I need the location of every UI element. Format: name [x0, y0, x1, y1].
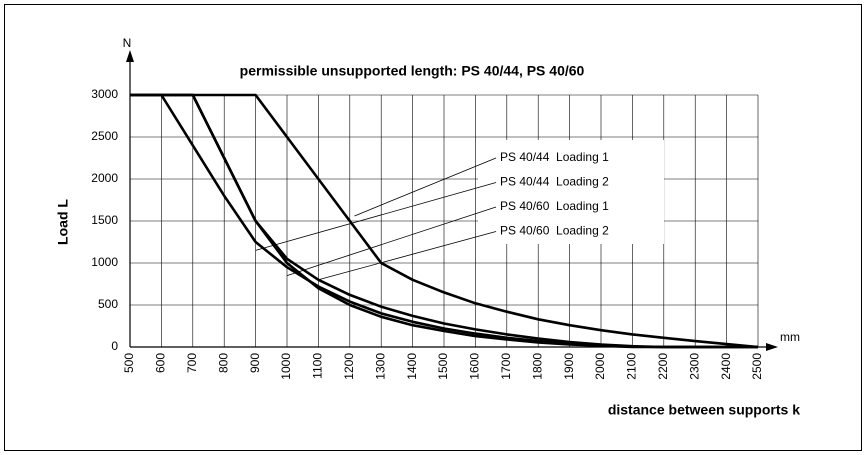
y-tick-label: 1500: [91, 213, 118, 227]
legend-label: PS 40/60 Loading 1: [500, 199, 609, 213]
x-unit: mm: [780, 330, 800, 344]
leader-line: [286, 206, 497, 276]
legend-label: PS 40/60 Loading 2: [500, 224, 609, 238]
series-line: [130, 93, 759, 349]
x-tick-label: 2000: [593, 353, 607, 380]
x-tick-label: 1600: [468, 353, 482, 380]
y-tick-label: 500: [98, 297, 118, 311]
x-tick-label: 500: [122, 353, 136, 373]
x-tick-label: 1100: [311, 353, 325, 379]
x-tick-label: 2100: [625, 353, 639, 380]
y-axis-label: Load L: [55, 199, 71, 245]
x-tick-label: 2300: [687, 353, 701, 380]
legend-box: [478, 140, 664, 244]
legend-label: PS 40/44 Loading 1: [500, 150, 609, 164]
x-tick-label: 1900: [562, 353, 576, 380]
x-tick-label: 900: [248, 353, 262, 373]
x-tick-label: 1400: [405, 353, 419, 380]
series-line: [130, 93, 758, 349]
y-unit: N: [123, 36, 132, 50]
x-axis-label: distance between supports k: [608, 402, 800, 418]
x-tick-label: 1000: [279, 353, 293, 380]
legend-label: PS 40/44 Loading 2: [500, 175, 609, 189]
chart-title: permissible unsupported length: PS 40/44…: [240, 63, 585, 79]
x-tick-label: 1500: [436, 353, 450, 380]
x-tick-label: 700: [185, 353, 199, 373]
y-tick-label: 2500: [91, 129, 118, 143]
x-tick-label: 800: [216, 353, 230, 373]
y-tick-label: 2000: [91, 171, 118, 185]
x-tick-label: 1200: [342, 353, 356, 380]
x-tick-label: 1700: [499, 353, 513, 380]
y-arrow: [126, 50, 134, 62]
y-tick-label: 1000: [91, 255, 118, 269]
x-tick-label: 2200: [656, 353, 670, 380]
y-tick-label: 3000: [91, 87, 118, 101]
x-tick-label: 2400: [719, 353, 733, 380]
x-tick-label: 2500: [750, 353, 764, 380]
y-tick-label: 0: [111, 339, 118, 353]
leader-line: [354, 157, 497, 217]
leader-line: [318, 231, 497, 281]
x-tick-label: 1300: [373, 353, 387, 380]
x-tick-label: 1800: [530, 353, 544, 380]
x-arrow: [766, 343, 778, 351]
leader-line: [255, 182, 497, 251]
x-tick-label: 600: [154, 353, 168, 373]
